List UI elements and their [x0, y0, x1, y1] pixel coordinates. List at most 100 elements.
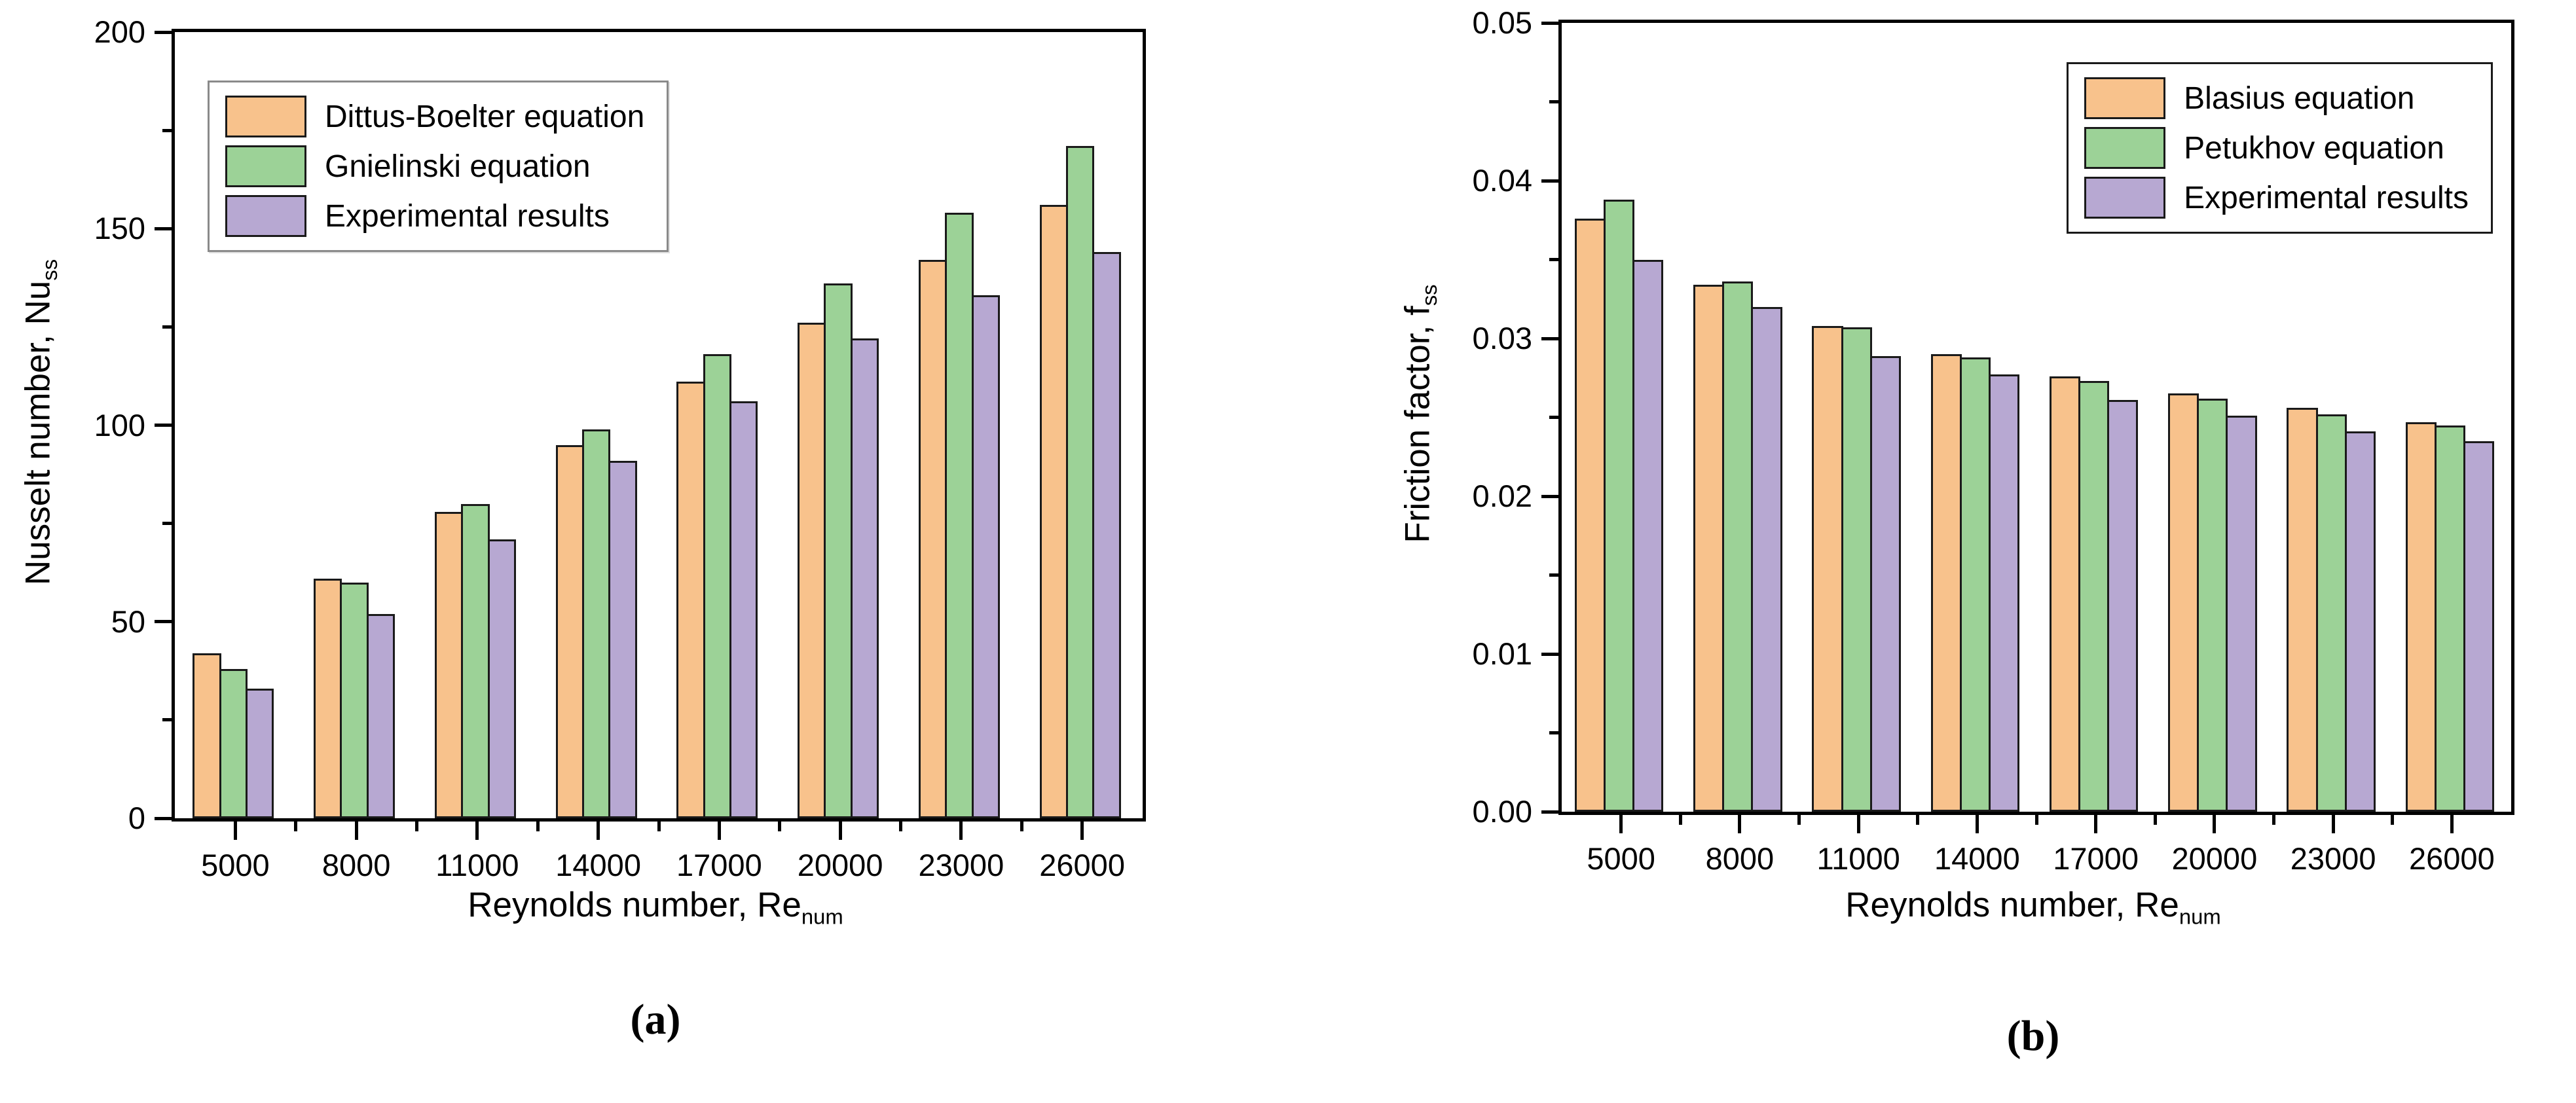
bar-gnielinski-equation-11000 [461, 503, 490, 818]
y-minor-tick [1549, 100, 1558, 103]
bar-petukhov-equation-11000 [1841, 327, 1872, 812]
legend-swatch [225, 145, 306, 187]
x-minor-tick [778, 822, 782, 831]
x-tick-label: 26000 [1039, 848, 1125, 882]
bar-dittus-boelter-equation-20000 [798, 323, 826, 818]
y-minor-tick [1549, 416, 1558, 419]
bar-blasius-equation-8000 [1693, 285, 1725, 812]
legend-swatch [225, 96, 306, 137]
x-tick-label: 14000 [1934, 841, 2020, 876]
x-tick-label: 8000 [322, 848, 391, 882]
x-minor-tick [2391, 815, 2395, 825]
bar-gnielinski-equation-20000 [824, 283, 853, 818]
bar-dittus-boelter-equation-11000 [434, 511, 464, 818]
x-tick [233, 822, 237, 840]
bar-dittus-boelter-equation-23000 [918, 260, 948, 818]
plot-area: 0.00 0.01 0.02 0.03 0.04 0.05 5000 8000 11000 140… [1473, 5, 2514, 876]
x-tick [1080, 822, 1084, 840]
bar-blasius-equation-14000 [1930, 354, 1962, 812]
x-tick [597, 822, 600, 840]
legend-item: Blasius equation [2084, 77, 2469, 119]
bar-experimental-results-5000 [1632, 259, 1664, 812]
bar-petukhov-equation-14000 [1959, 357, 1991, 812]
bar-experimental-results-20000 [850, 338, 879, 818]
bar-petukhov-equation-17000 [2078, 381, 2110, 812]
legend-label: Gnielinski equation [325, 149, 591, 184]
y-minor-tick [1549, 573, 1558, 577]
y-tick [1541, 810, 1558, 814]
x-tick-label: 23000 [2290, 841, 2376, 876]
y-tick-label: 200 [94, 14, 145, 49]
x-tick [838, 822, 842, 840]
bar-petukhov-equation-23000 [2315, 414, 2347, 812]
x-tick [354, 822, 358, 840]
y-tick-label: 0.01 [1472, 636, 1532, 671]
y-tick-label: 50 [111, 604, 145, 639]
bar-experimental-results-23000 [2344, 431, 2376, 812]
bar-experimental-results-23000 [971, 295, 1000, 818]
panel-caption-a: (a) [630, 996, 681, 1043]
legend-label: Blasius equation [2184, 81, 2415, 116]
bar-dittus-boelter-equation-8000 [314, 578, 342, 818]
bar-dittus-boelter-equation-26000 [1039, 205, 1068, 818]
bar-gnielinski-equation-8000 [340, 582, 369, 818]
y-tick [155, 424, 172, 427]
legend-swatch [2084, 127, 2166, 169]
x-minor-tick [1020, 822, 1023, 831]
y-tick-label: 0.00 [1472, 794, 1532, 829]
bar-gnielinski-equation-17000 [703, 354, 732, 818]
bar-blasius-equation-20000 [2168, 393, 2199, 812]
y-tick-label: 0 [128, 801, 145, 835]
panel-caption-b: (b) [2006, 1012, 2060, 1060]
bar-gnielinski-equation-5000 [219, 668, 248, 818]
y-minor-tick [1549, 258, 1558, 261]
bar-gnielinski-equation-23000 [945, 213, 974, 818]
y-minor-tick [162, 718, 172, 722]
bar-experimental-results-11000 [1869, 355, 1901, 812]
bar-blasius-equation-26000 [2405, 422, 2437, 812]
x-tick [2450, 815, 2454, 833]
x-tick-label: 20000 [797, 848, 883, 882]
x-minor-tick [294, 822, 298, 831]
bar-dittus-boelter-equation-14000 [555, 444, 584, 818]
bar-blasius-equation-17000 [2049, 376, 2081, 812]
x-tick-label: 23000 [918, 848, 1004, 882]
x-tick [2213, 815, 2217, 833]
x-tick-label: 17000 [676, 848, 762, 882]
y-tick [155, 620, 172, 624]
x-minor-tick [1797, 815, 1801, 825]
bar-experimental-results-14000 [608, 460, 637, 818]
x-tick [475, 822, 479, 840]
x-minor-tick [2272, 815, 2275, 825]
x-minor-tick [1678, 815, 1682, 825]
x-minor-tick [415, 822, 418, 831]
x-tick-label: 11000 [1816, 841, 1900, 876]
bar-dittus-boelter-equation-17000 [676, 382, 705, 818]
bar-blasius-equation-5000 [1574, 218, 1606, 812]
x-tick-label: 5000 [1587, 841, 1655, 876]
legend-item: Dittus-Boelter equation [225, 96, 644, 137]
bar-petukhov-equation-26000 [2434, 425, 2465, 812]
y-minor-tick [1549, 731, 1558, 734]
bar-experimental-results-8000 [1751, 306, 1782, 812]
bar-blasius-equation-11000 [1812, 325, 1843, 812]
x-tick-label: 11000 [435, 848, 519, 882]
bar-petukhov-equation-20000 [2197, 398, 2228, 812]
y-tick-label: 150 [94, 211, 145, 246]
x-minor-tick [1916, 815, 1920, 825]
y-tick-label: 0.02 [1472, 479, 1532, 513]
x-tick [1856, 815, 1860, 833]
x-tick-label: 14000 [555, 848, 641, 882]
legend-swatch [2084, 77, 2166, 119]
x-tick-label: 8000 [1705, 841, 1775, 876]
plot-area: 0 50 100 150 200 5000 8000 11000 14000 17000 20000… [94, 14, 1146, 882]
legend-label: Dittus-Boelter equation [325, 99, 645, 134]
y-tick-label: 100 [94, 407, 145, 443]
y-tick [1541, 652, 1558, 656]
legend: Dittus-Boelter equation Gnielinski equati… [208, 81, 669, 252]
bar-experimental-results-14000 [1988, 374, 2020, 812]
x-tick [2094, 815, 2098, 833]
legend-label: Experimental results [2184, 180, 2469, 215]
bar-experimental-results-11000 [487, 539, 516, 818]
